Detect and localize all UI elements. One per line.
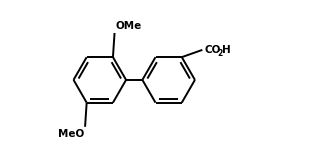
Text: 2: 2 (217, 49, 222, 58)
Text: CO: CO (204, 45, 221, 55)
Text: OMe: OMe (116, 21, 142, 31)
Text: H: H (222, 45, 231, 55)
Text: MeO: MeO (58, 129, 84, 139)
